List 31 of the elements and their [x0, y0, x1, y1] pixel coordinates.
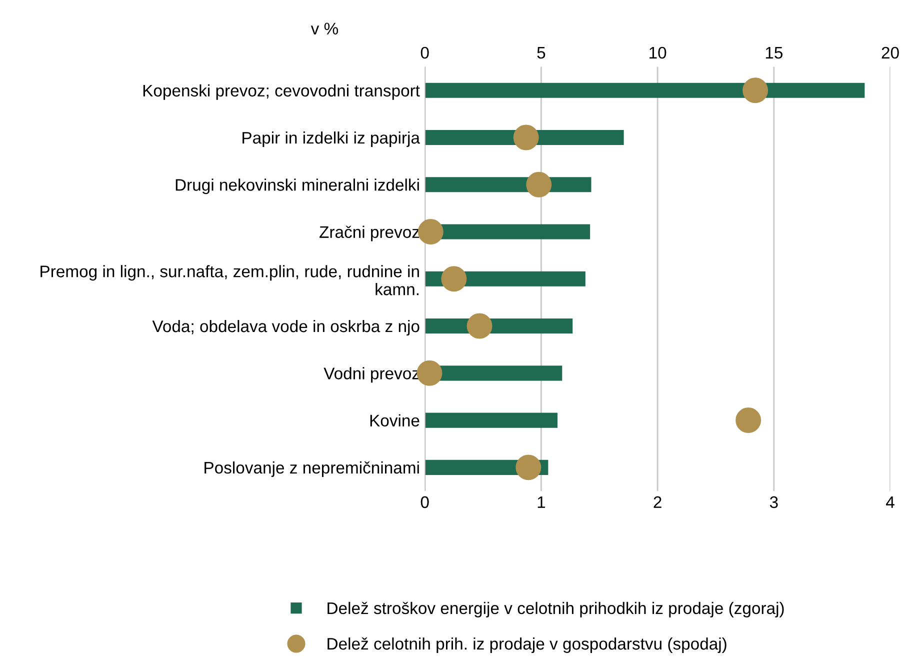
point — [441, 266, 467, 292]
x2-tick-label: 20 — [882, 46, 899, 59]
x2-tick-label: 10 — [650, 46, 666, 59]
x-tick-label: 1 — [538, 496, 546, 508]
point — [466, 313, 492, 339]
x-tick-label: 4 — [886, 496, 894, 508]
x-tick-label: 3 — [770, 496, 778, 508]
point — [416, 360, 442, 386]
legend-label: Delež stroškov energije v celotnih prihodkih iz prodaje (zgoraj) — [328, 602, 784, 618]
y-tick-label: Vodni prevoz — [324, 367, 420, 383]
x2-tick-label: 15 — [766, 47, 782, 59]
x2-tick-label: 5 — [537, 47, 546, 59]
y-tick-label: Kopenski prevoz; cevovodni transport — [143, 84, 420, 100]
point — [742, 78, 768, 104]
y-tick-label: Kovine — [370, 414, 420, 426]
point — [736, 408, 762, 434]
y-tick-label: Zračni prevoz — [320, 226, 420, 242]
y-tick-label: Poslovanje z nepremičninami — [204, 461, 419, 477]
x-tick-label: 2 — [654, 496, 662, 508]
x-tick-label: 0 — [420, 496, 429, 508]
legend-label: Delež celotnih prih. iz prodaje v gospodarstvu (spodaj) — [328, 637, 726, 653]
point — [418, 219, 444, 244]
point — [516, 454, 542, 480]
y-tick-label: Premog in lign., sur.nafta, zem.plin, rude, rudnine in kamn. — [40, 265, 419, 296]
point — [526, 172, 552, 198]
y-tick-label: Papir in izdelki iz papirja — [242, 131, 420, 147]
x2-tick-label: 0 — [420, 46, 429, 59]
y-tick-label: Voda; obdelava vode in oskrba z njo — [152, 320, 420, 336]
point — [513, 124, 539, 150]
y-axis-title: v % — [310, 22, 338, 34]
y-tick-label: Drugi nekovinski mineralni izdelki — [176, 178, 419, 194]
